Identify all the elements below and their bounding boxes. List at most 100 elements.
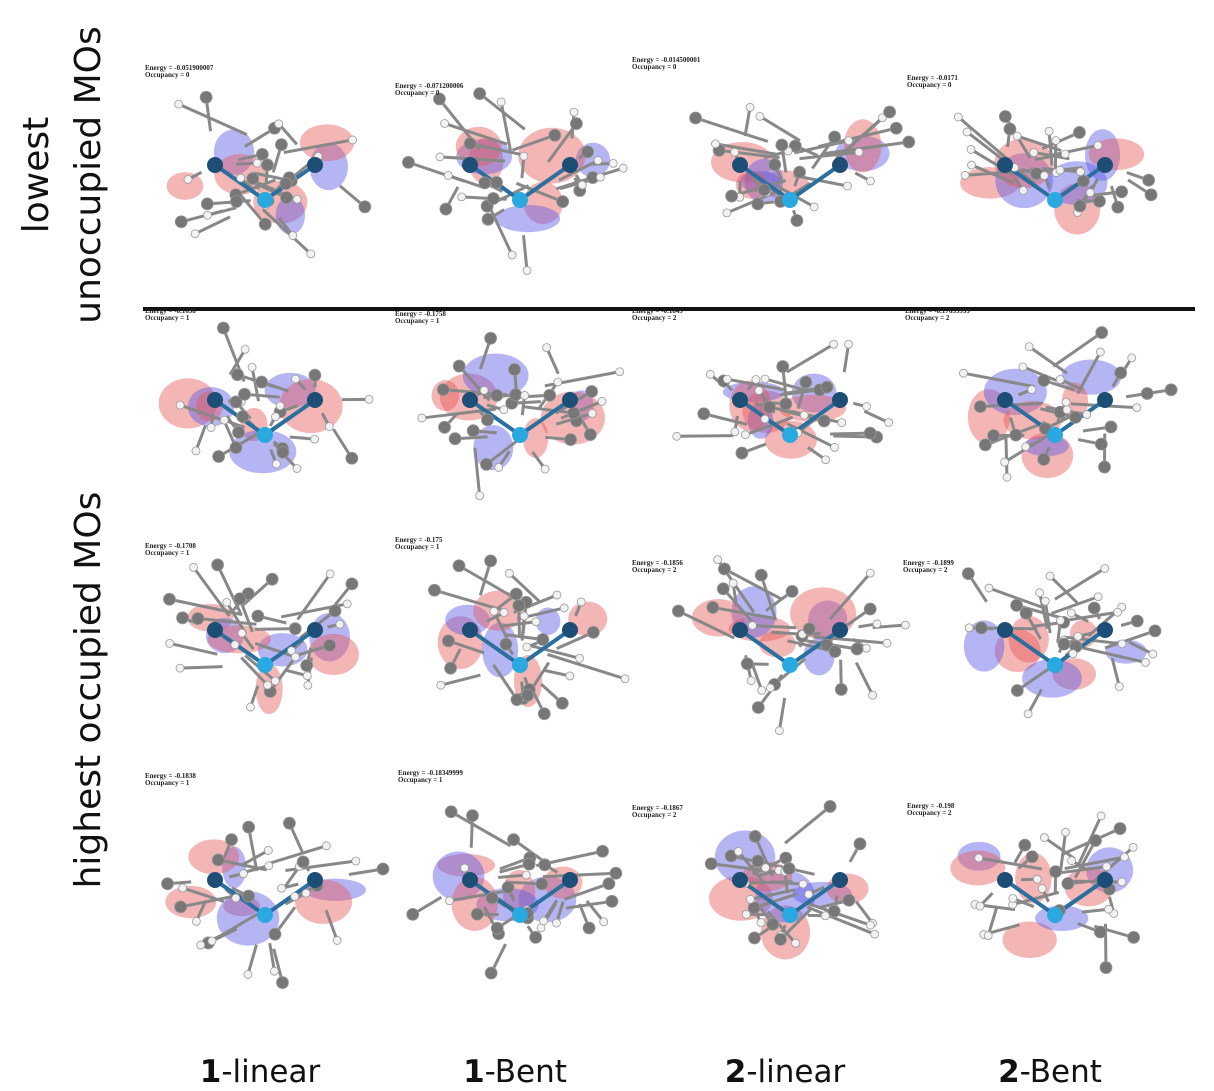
hydrogen-atom <box>855 148 863 156</box>
carbon-atom <box>324 639 336 651</box>
hydrogen-atom <box>609 159 617 167</box>
hydrogen-atom <box>845 137 853 145</box>
carbon-atom <box>511 694 523 706</box>
hydrogen-atom <box>578 181 586 189</box>
occupancy-label: Occupancy = 2 <box>903 566 948 574</box>
hydrogen-atom <box>1063 406 1071 414</box>
molecule <box>163 559 358 714</box>
carbon-atom <box>791 215 803 227</box>
carbon-atom <box>1128 931 1140 943</box>
hydrogen-atom <box>1056 375 1064 383</box>
molecule <box>162 817 389 988</box>
hydrogen-atom <box>1105 905 1113 913</box>
carbon-atom <box>748 932 760 944</box>
carbon-atom <box>212 854 224 866</box>
carbon-atom <box>232 369 244 381</box>
hydrogen-atom <box>303 672 311 680</box>
metal-atom <box>997 392 1013 408</box>
hydrogen-atom <box>810 203 818 211</box>
carbon-atom <box>777 361 789 373</box>
hydrogen-atom <box>752 376 760 384</box>
row-label: highest occupied MOs <box>68 492 109 889</box>
hydrogen-atom <box>723 209 731 217</box>
hydrogen-atom <box>192 917 200 925</box>
carbon-atom <box>1019 839 1031 851</box>
carbon-atom <box>230 195 242 207</box>
carbon-atom <box>1100 962 1112 974</box>
carbon-atom <box>705 858 717 870</box>
metal-atom <box>562 392 578 408</box>
carbon-atom <box>175 901 187 913</box>
hydrogen-atom <box>1067 609 1075 617</box>
carbon-atom <box>903 136 915 148</box>
metal-atom <box>782 657 798 673</box>
hydrogen-atom <box>866 177 874 185</box>
carbon-atom <box>301 660 313 672</box>
hydrogen-atom <box>619 164 627 172</box>
hydrogen-atom <box>1115 683 1123 691</box>
hydrogen-atom <box>1118 878 1126 886</box>
hydrogen-atom <box>311 435 319 443</box>
carbon-atom <box>201 198 213 210</box>
metal-atom <box>997 157 1013 173</box>
hydrogen-atom <box>441 119 449 127</box>
hydrogen-atom <box>349 136 357 144</box>
hydrogen-atom <box>673 432 681 440</box>
hydrogen-atom <box>271 677 279 685</box>
hydrogen-atom <box>731 148 739 156</box>
occupancy-label: Occupancy = 2 <box>632 566 677 574</box>
hydrogen-atom <box>729 579 737 587</box>
carbon-atom <box>962 568 974 580</box>
hydrogen-atom <box>237 174 245 182</box>
carbon-atom <box>769 159 781 171</box>
hydrogen-atom <box>204 211 212 219</box>
hydrogen-atom <box>1101 564 1109 572</box>
hydrogen-atom <box>307 250 315 258</box>
hydrogen-atom <box>792 939 800 947</box>
orbital-lobe <box>496 205 560 232</box>
hydrogen-atom <box>232 894 240 902</box>
hydrogen-atom <box>616 368 624 376</box>
carbon-atom <box>192 612 204 624</box>
hydrogen-atom <box>1041 597 1049 605</box>
carbon-atom <box>999 111 1011 123</box>
bond <box>298 574 331 620</box>
hydrogen-atom <box>863 403 871 411</box>
carbon-atom <box>442 635 454 647</box>
hydrogen-atom <box>500 406 508 414</box>
hydrogen-atom <box>1076 168 1084 176</box>
hydrogen-atom <box>175 100 183 108</box>
molecule <box>159 322 373 473</box>
carbon-atom <box>890 122 902 134</box>
carbon-atom <box>1093 195 1105 207</box>
hydrogen-atom <box>1030 149 1038 157</box>
molecule <box>402 88 627 275</box>
carbon-atom <box>283 817 295 829</box>
hydrogen-atom <box>521 391 529 399</box>
carbon-atom <box>1141 388 1153 400</box>
carbon-atom <box>237 411 249 423</box>
row-label: lowest <box>16 117 57 234</box>
metal-atom <box>1047 657 1063 673</box>
hydrogen-atom <box>1019 186 1027 194</box>
hydrogen-atom <box>239 870 247 878</box>
metal-atom <box>832 157 848 173</box>
molecule <box>428 555 629 720</box>
carbon-atom <box>309 369 321 381</box>
molecule <box>959 327 1177 482</box>
carbon-atom <box>1088 602 1100 614</box>
carbon-atom <box>1114 823 1126 835</box>
carbon-atom <box>453 560 465 572</box>
hydrogen-atom <box>570 108 578 116</box>
hydrogen-atom <box>706 370 714 378</box>
carbon-atom <box>764 401 776 413</box>
carbon-atom <box>537 633 549 645</box>
bond <box>180 667 222 669</box>
hydrogen-atom <box>231 641 239 649</box>
carbon-atom <box>1038 453 1050 465</box>
carbon-atom <box>449 433 461 445</box>
hydrogen-atom <box>275 120 283 128</box>
hydrogen-atom <box>291 892 299 900</box>
hydrogen-atom <box>1129 843 1137 851</box>
carbon-atom <box>549 129 561 141</box>
